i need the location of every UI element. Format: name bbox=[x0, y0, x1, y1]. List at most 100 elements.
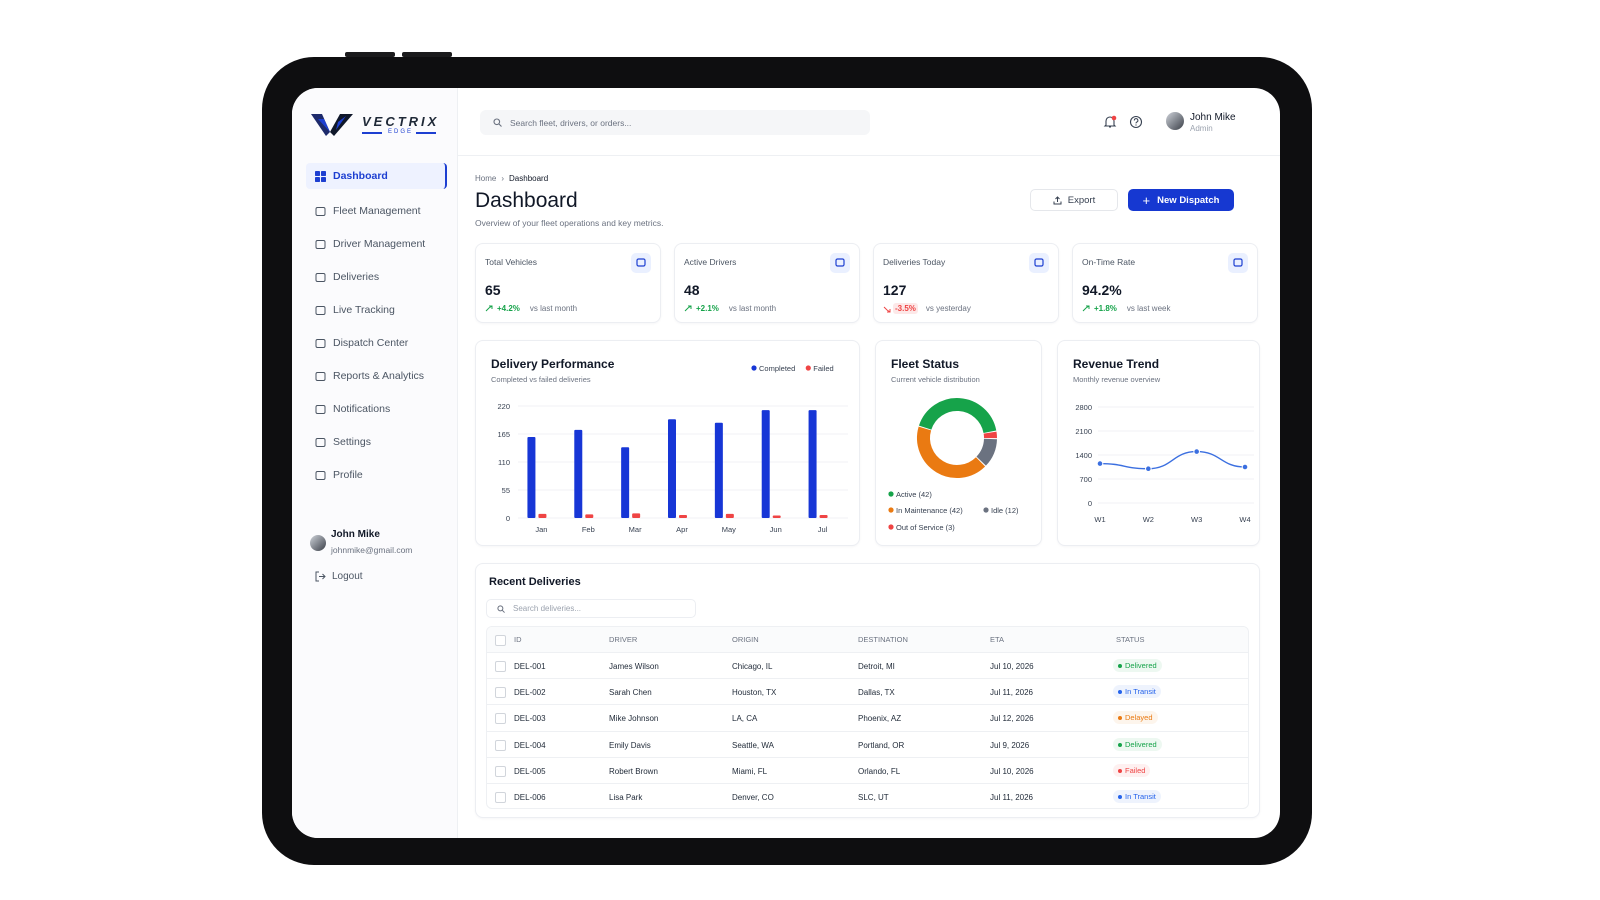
y-tick-label: 165 bbox=[497, 430, 510, 439]
table-row[interactable]: DEL-002 Sarah Chen Houston, TX Dallas, TX Ju… bbox=[487, 678, 1248, 705]
nav-item[interactable]: Notifications bbox=[306, 396, 447, 422]
nav-icon bbox=[315, 170, 326, 182]
line bbox=[1099, 450, 1246, 470]
nav-label[interactable]: Deliveries bbox=[333, 271, 380, 283]
status-dot bbox=[1118, 664, 1122, 669]
checkbox[interactable] bbox=[495, 635, 506, 646]
trend-arrow bbox=[883, 306, 891, 312]
help-icon[interactable] bbox=[1129, 115, 1143, 129]
primary-label[interactable]: New Dispatch bbox=[1157, 194, 1220, 206]
kpi-value: 65 bbox=[485, 282, 501, 298]
icon-part bbox=[1034, 258, 1044, 267]
x-tick-label: W3 bbox=[1191, 515, 1202, 524]
y-tick-label: 220 bbox=[497, 402, 510, 411]
nav-label[interactable]: Driver Management bbox=[333, 238, 426, 250]
nav-item[interactable]: Fleet Management bbox=[306, 198, 447, 224]
donut-slice bbox=[918, 398, 997, 434]
table-card: Recent Deliveries Search deliveries... I… bbox=[475, 563, 1260, 818]
device-button bbox=[345, 52, 395, 57]
kpi-label: Active Drivers bbox=[684, 257, 737, 267]
notification-bell[interactable] bbox=[1103, 115, 1117, 129]
logout[interactable]: Logout bbox=[315, 571, 363, 582]
column-header: STATUS bbox=[1116, 635, 1145, 644]
nav-item[interactable]: Deliveries bbox=[306, 264, 447, 290]
table-row[interactable]: DEL-006 Lisa Park Denver, CO SLC, UT Jul 11,… bbox=[487, 783, 1248, 808]
checkbox[interactable] bbox=[495, 713, 506, 725]
chart-title: Fleet Status bbox=[891, 357, 959, 371]
nav-item[interactable]: Driver Management bbox=[306, 231, 447, 257]
export-label[interactable]: Export bbox=[1067, 194, 1096, 206]
nav-label[interactable]: Fleet Management bbox=[333, 205, 421, 217]
chart-title: Revenue Trend bbox=[1073, 357, 1159, 371]
breadcrumb: Home › Dashboard bbox=[475, 174, 548, 183]
status-label: Delivered bbox=[1125, 661, 1157, 670]
line-point bbox=[1241, 463, 1249, 471]
table-cell: DEL-004 bbox=[514, 740, 546, 750]
checkbox[interactable] bbox=[495, 792, 506, 803]
bar bbox=[714, 422, 723, 518]
nav-label[interactable]: Settings bbox=[333, 436, 371, 448]
checkbox[interactable] bbox=[495, 687, 506, 699]
nav-label[interactable]: Reports & Analytics bbox=[333, 370, 425, 382]
table-cell: DEL-005 bbox=[514, 766, 546, 776]
table-cell: DEL-003 bbox=[514, 714, 546, 724]
nav-label[interactable]: Profile bbox=[333, 469, 363, 481]
device-button bbox=[402, 52, 452, 57]
nav-label[interactable]: Dashboard bbox=[333, 170, 388, 182]
bar bbox=[808, 410, 817, 518]
global-search[interactable]: Search fleet, drivers, or orders... bbox=[480, 110, 870, 135]
user-name: John Mike bbox=[1190, 112, 1236, 123]
icon-part bbox=[315, 272, 326, 282]
table-cell: Emily Davis bbox=[609, 740, 651, 750]
chart: Fleet Status Current vehicle distribution… bbox=[888, 357, 1019, 532]
kpi-label: Deliveries Today bbox=[883, 257, 946, 267]
avatar[interactable] bbox=[1166, 112, 1184, 130]
nav-icon bbox=[315, 404, 326, 414]
donut-slice bbox=[917, 426, 986, 478]
icon-part bbox=[684, 305, 692, 311]
table-cell: Miami, FL bbox=[732, 766, 768, 776]
table-row[interactable]: DEL-004 Emily Davis Seattle, WA Portland, O… bbox=[487, 730, 1248, 758]
checkbox[interactable] bbox=[495, 661, 506, 672]
checkbox[interactable] bbox=[495, 739, 506, 751]
nav-item[interactable]: Dashboard bbox=[306, 163, 447, 189]
primary-button[interactable]: + New Dispatch bbox=[1128, 189, 1234, 211]
checkbox[interactable] bbox=[495, 765, 506, 777]
search-icon bbox=[493, 118, 502, 127]
brand-name: VECTRIX bbox=[362, 114, 440, 129]
kpi-card: On-Time Rate 94.2% +1.8% vs last week bbox=[1072, 243, 1258, 323]
bar bbox=[527, 437, 536, 518]
table-row[interactable]: DEL-003 Mike Johnson LA, CA Phoenix, AZ Jul … bbox=[487, 704, 1248, 731]
bar bbox=[668, 419, 676, 518]
icon-part bbox=[315, 404, 326, 414]
table-search[interactable]: Search deliveries... bbox=[486, 599, 696, 618]
kpi-change: +1.8% bbox=[1094, 304, 1117, 313]
nav-label[interactable]: Live Tracking bbox=[333, 304, 395, 316]
nav-label[interactable]: Notifications bbox=[333, 403, 391, 415]
nav-item[interactable]: Live Tracking bbox=[306, 297, 447, 323]
legend-swatch bbox=[805, 365, 811, 371]
nav-icon bbox=[315, 338, 326, 348]
breadcrumb-item[interactable]: Home bbox=[475, 174, 497, 183]
kpi-value: 127 bbox=[883, 282, 907, 298]
logout-label[interactable]: Logout bbox=[332, 571, 363, 582]
export-button[interactable]: Export bbox=[1030, 189, 1118, 211]
table-row[interactable]: DEL-001 James Wilson Chicago, IL Detroit, M… bbox=[487, 652, 1248, 679]
nav-icon bbox=[315, 272, 326, 282]
breadcrumb-item: Dashboard bbox=[509, 174, 549, 183]
status-dot bbox=[1118, 742, 1122, 747]
table-cell: Jul 10, 2026 bbox=[990, 662, 1034, 671]
icon-part bbox=[315, 239, 326, 249]
nav-item[interactable]: Reports & Analytics bbox=[306, 363, 447, 389]
icon-part bbox=[315, 371, 326, 381]
nav-item[interactable]: Profile bbox=[306, 462, 447, 488]
table-cell: Jul 9, 2026 bbox=[990, 740, 1030, 750]
table-row[interactable]: DEL-005 Robert Brown Miami, FL Orlando, FL J… bbox=[487, 756, 1248, 784]
nav-item[interactable]: Dispatch Center bbox=[306, 330, 447, 356]
nav-label[interactable]: Dispatch Center bbox=[333, 337, 409, 349]
table-cell: Denver, CO bbox=[732, 793, 774, 802]
nav-item[interactable]: Settings bbox=[306, 429, 447, 455]
bar bbox=[632, 513, 641, 518]
table-cell: Detroit, MI bbox=[858, 662, 895, 671]
table-cell: DEL-001 bbox=[514, 662, 546, 671]
